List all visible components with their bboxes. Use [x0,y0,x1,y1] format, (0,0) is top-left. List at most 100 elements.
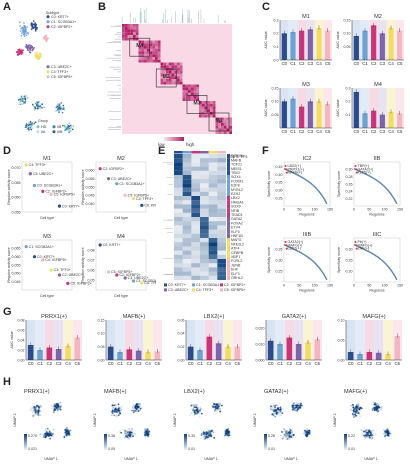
heatmap-cell [168,68,172,71]
umap-cell [52,435,54,438]
umap-cell [131,428,133,430]
y-tick-label: 0.06 [18,328,25,332]
umap-cell [210,430,213,433]
tf-row-label: ETV4 [231,226,240,230]
panel-a-umaps: Subtype C0: KRT7+C1: SCGB3A1+C2: IGFBP2+… [15,11,76,134]
umap-title: MAFB(+) [104,389,127,395]
umap-cell [289,434,292,437]
umap-cell [279,407,281,410]
row-annotation [227,179,230,184]
colorbar [264,434,267,450]
heatmap-cell [146,46,150,49]
umap-cell [37,105,39,108]
umap-cell [215,405,217,408]
umap-cell [219,411,221,414]
heatmap-cell [168,73,172,77]
bar [366,352,373,360]
y-axis-label: AUC value [10,331,14,348]
chart-title: IIB [374,156,381,162]
umap-cell [353,413,356,416]
umap-cell [41,433,44,436]
umap-cell [122,434,124,437]
legend-item: C4: TFF3+ [196,288,213,292]
umap-cell [385,433,388,436]
umap-cell [196,408,199,410]
umap-cell [382,428,385,431]
heatmap-cell [226,120,230,123]
umap-cell [139,407,142,410]
umap-cell [112,410,114,413]
umap-cell [57,407,59,410]
umap-cell [308,433,311,435]
umap-cell [288,431,291,434]
heatmap-cell [185,98,188,101]
umap-title: LBX2(+) [184,389,205,395]
tf-row-label: KLF5 [231,230,240,234]
umap-cell [22,99,24,101]
umap-cell [56,409,59,412]
umap-cell [357,403,360,405]
row-annotation [227,275,230,280]
umap-cell [273,413,275,415]
umap-cell [203,435,205,438]
umap-cell [132,435,134,438]
y-axis-label: Specificity score [337,171,341,197]
umap-cell [356,409,359,412]
umap-cell [192,405,195,407]
heatmap-cell [182,275,192,280]
y-tick-label: 0.1 [346,113,351,117]
heatmap-cell [174,275,183,280]
tf-row-label: FOXA2 [231,221,243,225]
heatmap-cell [201,101,205,104]
umap-cell [122,429,125,431]
umap-cell [283,430,286,433]
umap-cell [361,433,363,435]
umap-cell [46,37,48,40]
x-tick-label: C1 [197,361,203,366]
y-tick-label: 0.22 [346,197,353,201]
umap-cell [67,435,70,437]
umap-cell [146,432,149,435]
heatmap-cell [217,166,226,171]
umap-cell [206,432,209,435]
x-tick-label: 150 [397,284,403,288]
umap-cell [43,106,45,108]
legend-swatch [52,125,56,129]
umap-cell [36,51,38,53]
umap-cell [26,125,29,128]
umap-cell [200,407,202,410]
tf-row-label: CEBPB [231,251,244,255]
point-label: C0: KRT7+ [37,255,55,259]
umap-cell [48,435,51,438]
umap-cell [29,49,32,51]
point-label: C1: SCGB3A1+ [119,182,144,186]
y-tick-label: 0.060 [12,255,21,259]
umap-cell [111,404,114,407]
heatmap-cell [204,109,208,112]
umap-cell [212,431,215,434]
row-annotation [227,196,230,201]
umap-cell [32,409,35,412]
umap-cell [135,407,137,410]
umap-cell [205,431,208,434]
heatmap-cell [174,200,183,205]
heatmap-cell [191,217,200,222]
heatmap-cell [174,250,183,255]
x-tick-label: C4 [316,61,322,66]
heatmap-cell [177,76,180,79]
umap-cell [58,111,60,113]
bar [299,30,305,60]
umap-cell [296,404,299,407]
heatmap-cell [141,57,144,60]
umap-cell [373,432,375,435]
umap-cell [200,412,203,415]
heatmap-cell [210,109,213,112]
top-regulon-point [355,168,358,171]
umap-cell [269,408,272,410]
umap-cell [216,404,219,407]
heatmap-cell [152,59,155,63]
umap-cell [289,435,292,438]
y-tick-label: 0.40 [276,173,283,177]
umap-cell [67,432,70,435]
